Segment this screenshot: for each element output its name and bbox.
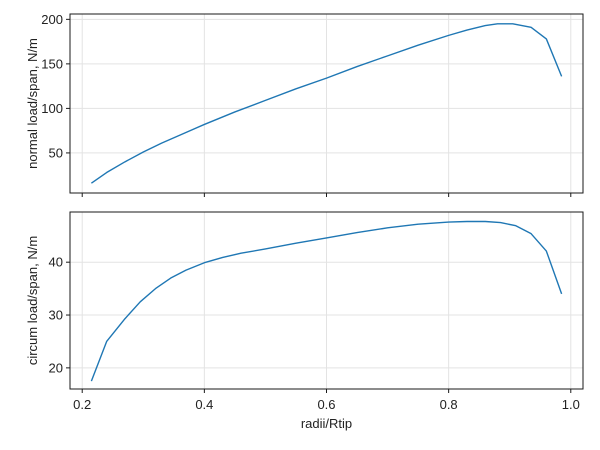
bottom-x-tick-label: 0.8: [440, 397, 458, 412]
bottom-x-tick-label: 1.0: [562, 397, 580, 412]
panel-circum-load: 20 30 40 0.2 0.4 0.6 0.8 1.0 circum load/span, N…: [25, 211, 584, 431]
top-y-tick-label: 150: [41, 56, 63, 71]
top-y-axis-label: normal load/span, N/m: [25, 38, 40, 169]
top-y-tick-label: 100: [41, 101, 63, 116]
bottom-y-tick-label: 30: [49, 308, 63, 323]
bottom-y-tick-label: 40: [49, 255, 63, 270]
top-y-tick-label: 200: [41, 12, 63, 27]
bottom-x-tick-label: 0.2: [73, 397, 91, 412]
top-y-tick-label: 50: [49, 145, 63, 160]
top-series-line: [90, 23, 563, 184]
bottom-series-line: [90, 220, 563, 382]
bottom-x-tick-label: 0.4: [195, 397, 213, 412]
bottom-x-axis-label: radii/Rtip: [301, 416, 352, 431]
bottom-y-tick-label: 20: [49, 360, 63, 375]
bottom-y-axis-label: circum load/span, N/m: [25, 236, 40, 365]
bottom-x-tick-label: 0.6: [317, 397, 335, 412]
